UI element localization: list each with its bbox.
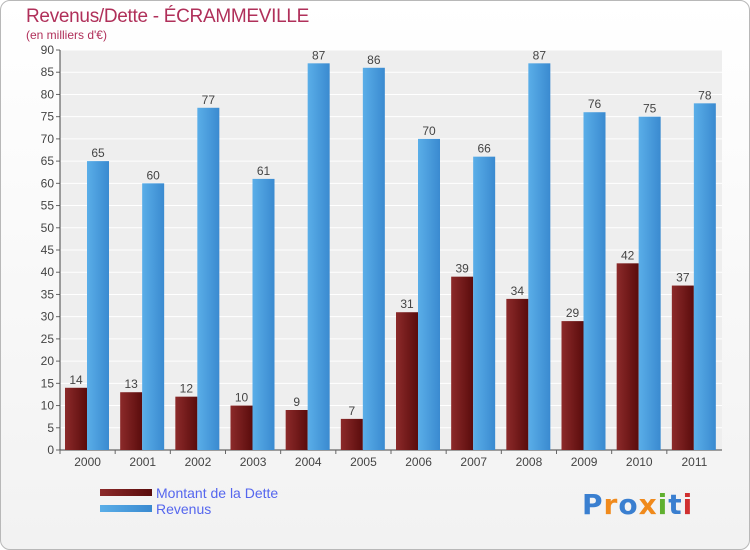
x-tick-label: 2011 [682,455,708,469]
y-tick-label: 20 [41,354,55,368]
data-label-dette: 31 [400,297,414,311]
data-label-dette: 7 [348,404,355,418]
bar-revenus [142,183,165,451]
y-tick-label: 35 [41,287,55,301]
bar-revenus [528,63,551,450]
legend-swatch-revenus [100,505,152,512]
proxiti-logo: Proxiti [582,488,694,521]
bar-revenus [307,63,330,450]
data-label-revenus: 65 [91,146,105,160]
bar-revenus [638,116,661,451]
y-tick-label: 10 [41,399,55,413]
legend-label-revenus: Revenus [156,501,212,517]
bar-revenus [87,161,109,450]
data-label-revenus: 78 [698,88,712,102]
bar-dette [506,298,529,450]
bar-dette [120,392,143,450]
chart-title: Revenus/Dette - ÉCRAMMEVILLE [26,6,310,27]
bar-revenus [197,107,220,451]
x-tick-label: 2000 [74,455,101,469]
y-tick-label: 70 [41,132,55,146]
data-label-dette: 13 [124,377,138,391]
data-label-revenus: 86 [367,53,381,67]
x-tick-label: 2003 [240,455,267,469]
bar-dette [230,405,253,450]
bar-revenus [252,178,275,450]
chart-subtitle: (en milliers d'€) [26,28,107,42]
data-label-revenus: 76 [588,97,602,111]
x-tick-label: 2002 [185,455,212,469]
x-tick-label: 2006 [405,455,432,469]
data-label-revenus: 77 [202,93,216,107]
data-label-revenus: 61 [257,164,271,178]
data-label-dette: 39 [455,262,469,276]
x-tick-label: 2009 [571,455,598,469]
data-label-dette: 10 [235,391,249,405]
y-tick-label: 15 [41,376,55,390]
data-label-dette: 9 [293,395,300,409]
bar-dette [65,387,87,450]
bar-dette [175,396,198,450]
bar-revenus [418,138,440,450]
bar-dette [285,410,308,450]
bar-dette [396,312,418,450]
data-label-dette: 34 [511,284,525,298]
y-tick-label: 65 [41,154,55,168]
bar-dette [671,285,694,450]
data-label-revenus: 75 [643,102,657,116]
y-tick-label: 85 [41,65,55,79]
y-tick-label: 5 [47,421,54,435]
bar-revenus [473,156,496,450]
x-tick-label: 2005 [350,455,377,469]
data-label-revenus: 87 [312,48,326,62]
data-label-revenus: 60 [146,168,160,182]
y-tick-label: 40 [41,265,55,279]
data-label-revenus: 66 [477,142,491,156]
x-tick-label: 2010 [626,455,653,469]
x-tick-label: 2004 [295,455,322,469]
bar-revenus [362,67,385,451]
y-tick-label: 0 [47,443,54,457]
legend-label-dette: Montant de la Dette [156,485,279,501]
y-tick-label: 90 [41,43,55,57]
data-label-dette: 14 [69,373,83,387]
x-tick-label: 2007 [460,455,487,469]
legend-swatch-dette [100,489,152,496]
data-label-dette: 37 [676,271,690,285]
y-tick-label: 25 [41,332,55,346]
bar-dette [561,321,584,450]
data-label-dette: 12 [180,382,194,396]
bar-revenus [583,112,606,450]
y-tick-label: 80 [41,87,55,101]
data-label-dette: 29 [566,306,580,320]
bar-revenus [693,103,716,450]
data-label-revenus: 87 [533,48,547,62]
y-tick-label: 55 [41,199,55,213]
x-tick-label: 2001 [129,455,156,469]
y-tick-label: 50 [41,221,55,235]
data-label-dette: 42 [621,248,635,262]
y-tick-label: 30 [41,310,55,324]
y-tick-label: 45 [41,243,55,257]
y-tick-label: 60 [41,176,55,190]
bar-dette [616,263,639,450]
data-label-revenus: 70 [422,124,436,138]
bar-dette [340,418,363,450]
y-tick-label: 75 [41,110,55,124]
x-tick-label: 2008 [516,455,543,469]
bar-dette [451,276,474,450]
